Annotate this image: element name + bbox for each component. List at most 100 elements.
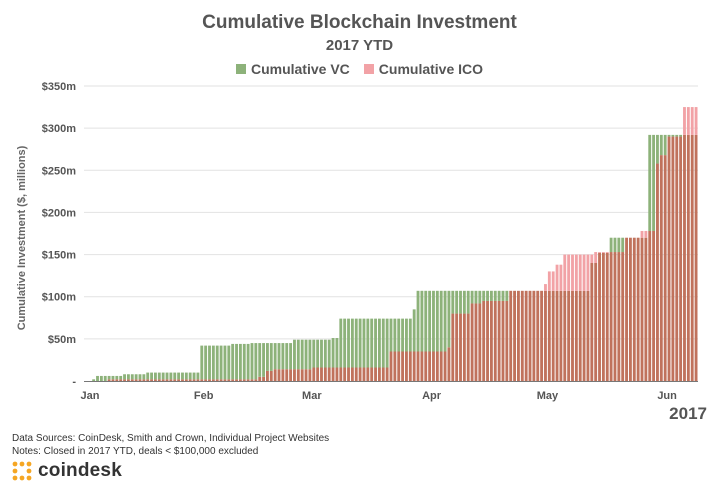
- bar-vc: [157, 372, 161, 380]
- footer-notes: Data Sources: CoinDesk, Smith and Crown,…: [12, 432, 329, 458]
- bar-overlap: [285, 369, 289, 381]
- bar-overlap: [177, 379, 181, 381]
- bar-vc: [621, 237, 625, 253]
- bar-vc: [123, 374, 126, 380]
- bar-overlap: [154, 379, 157, 381]
- bar-overlap: [258, 376, 262, 381]
- bar-vc: [262, 343, 265, 377]
- y-tick-label: $150m: [42, 250, 76, 262]
- bar-ico: [574, 254, 578, 291]
- bar-overlap: [489, 300, 493, 381]
- bar-vc: [462, 290, 466, 314]
- bar-overlap: [196, 379, 200, 381]
- bar-vc: [397, 318, 401, 352]
- bar-vc: [281, 343, 285, 370]
- bar-overlap: [590, 263, 594, 381]
- bar-vc: [648, 134, 652, 231]
- bar-overlap: [532, 290, 536, 381]
- bar-overlap: [694, 134, 698, 381]
- bar-overlap: [227, 379, 231, 381]
- bar-vc: [258, 343, 262, 377]
- bar-vc: [474, 290, 478, 304]
- bar-vc: [435, 290, 439, 352]
- bar-vc: [455, 290, 459, 314]
- bar-overlap: [115, 379, 119, 381]
- bar-overlap: [601, 252, 605, 381]
- bar-overlap: [578, 290, 582, 381]
- bar-overlap: [161, 379, 165, 381]
- bar-overlap: [412, 351, 416, 381]
- bar-vc: [219, 345, 223, 380]
- coindesk-wordmark: coindesk: [38, 460, 122, 481]
- bar-vc: [200, 345, 204, 380]
- bar-overlap: [188, 379, 192, 381]
- bar-vc: [223, 345, 227, 380]
- bar-ico: [571, 254, 574, 291]
- x-tick-label: Jun: [657, 390, 677, 402]
- bar-vc: [412, 309, 416, 352]
- bar-ico: [555, 264, 559, 291]
- bar-vc: [227, 345, 231, 380]
- bar-overlap: [621, 252, 625, 381]
- legend-label-ico: Cumulative ICO: [378, 61, 484, 77]
- bar-vc: [451, 290, 455, 314]
- bar-vc: [169, 372, 173, 380]
- bar-vc: [335, 338, 339, 368]
- bar-overlap: [659, 155, 663, 381]
- bar-vc: [323, 339, 327, 368]
- x-tick-label: Apr: [422, 390, 442, 402]
- bar-overlap: [474, 303, 478, 381]
- bar-vc: [161, 372, 165, 380]
- bar-vc: [350, 318, 354, 368]
- bar-vc: [208, 345, 211, 380]
- bar-ico: [551, 271, 555, 291]
- bar-ico: [590, 254, 594, 263]
- bar-overlap: [208, 379, 211, 381]
- bar-overlap: [223, 379, 227, 381]
- bar-overlap: [265, 370, 269, 381]
- bar-vc: [428, 290, 432, 352]
- bar-overlap: [374, 367, 377, 381]
- bar-vc: [254, 343, 258, 380]
- bar-overlap: [675, 136, 679, 381]
- notes-text: Notes: Closed in 2017 YTD, deals < $100,…: [12, 446, 259, 457]
- bar-overlap: [343, 367, 347, 381]
- bar-overlap: [435, 351, 439, 381]
- bar-vc: [447, 290, 451, 348]
- bar-overlap: [686, 134, 690, 381]
- bar-vc: [115, 375, 119, 380]
- bar-vc: [381, 318, 385, 368]
- bar-vc: [609, 237, 613, 253]
- bar-vc: [192, 372, 196, 380]
- bar-vc: [188, 372, 192, 380]
- x-tick-label: Jan: [81, 390, 100, 402]
- bar-overlap: [636, 237, 640, 381]
- y-tick-label: $250m: [42, 165, 76, 177]
- x-tick-label: Mar: [302, 390, 322, 402]
- bar-overlap: [416, 351, 420, 381]
- bar-vc: [478, 290, 482, 304]
- bar-overlap: [447, 347, 451, 381]
- bar-overlap: [640, 237, 644, 381]
- bar-vc: [613, 237, 617, 253]
- bar-vc: [663, 134, 667, 156]
- year-label: 2017: [669, 404, 707, 423]
- bar-overlap: [466, 313, 470, 381]
- bar-overlap: [150, 379, 154, 381]
- bar-overlap: [563, 290, 567, 381]
- bar-vc: [501, 290, 505, 301]
- y-tick-label: $50m: [48, 334, 76, 346]
- bar-vc: [459, 290, 462, 314]
- bar-overlap: [586, 290, 590, 381]
- bar-vc: [119, 375, 123, 380]
- bar-overlap: [370, 367, 374, 381]
- bar-ico: [582, 254, 586, 291]
- bar-vc: [405, 318, 408, 352]
- bar-overlap: [389, 351, 393, 381]
- bar-overlap: [146, 379, 150, 381]
- bar-overlap: [339, 367, 343, 381]
- bar-overlap: [250, 379, 254, 381]
- bar-ico: [605, 252, 609, 253]
- bar-overlap: [358, 367, 362, 381]
- bar-ico: [547, 271, 551, 291]
